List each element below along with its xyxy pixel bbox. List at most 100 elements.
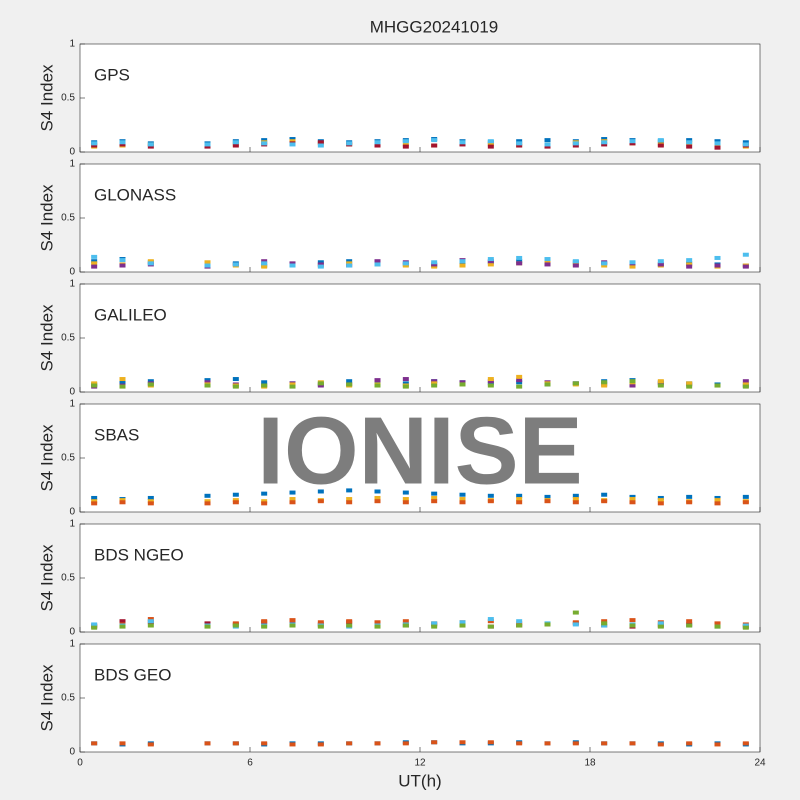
point xyxy=(487,740,494,745)
point xyxy=(289,623,296,628)
point xyxy=(601,492,608,497)
point xyxy=(601,142,608,147)
point xyxy=(147,382,154,387)
point xyxy=(346,261,353,266)
point xyxy=(232,500,239,505)
point xyxy=(204,142,211,147)
point xyxy=(714,139,721,144)
point xyxy=(487,259,494,264)
point xyxy=(261,624,268,629)
point xyxy=(402,741,409,746)
point xyxy=(714,621,721,626)
point xyxy=(459,620,466,625)
point xyxy=(374,378,381,383)
point xyxy=(119,258,126,263)
point xyxy=(204,621,211,626)
panel-label: GLONASS xyxy=(94,185,176,204)
point xyxy=(657,498,664,503)
point xyxy=(572,620,579,625)
point xyxy=(487,624,494,629)
point xyxy=(487,377,494,382)
point xyxy=(714,143,721,148)
point xyxy=(459,497,466,502)
point xyxy=(91,259,98,264)
point xyxy=(232,262,239,267)
point xyxy=(459,140,466,145)
point xyxy=(204,380,211,385)
point xyxy=(487,619,494,624)
point xyxy=(686,264,693,269)
y-tick-label: 0 xyxy=(69,147,75,158)
point xyxy=(346,141,353,146)
point xyxy=(261,491,268,496)
y-axis-label: S4 Index xyxy=(37,424,56,492)
point xyxy=(601,380,608,385)
point xyxy=(544,262,551,267)
y-tick-label: 0.5 xyxy=(61,93,75,104)
y-axis-label: S4 Index xyxy=(37,544,56,612)
point xyxy=(544,260,551,265)
point xyxy=(147,259,154,264)
point xyxy=(289,384,296,389)
point xyxy=(487,499,494,504)
point xyxy=(402,381,409,386)
point xyxy=(147,623,154,628)
x-tick-label: 24 xyxy=(754,758,766,769)
point xyxy=(516,143,523,148)
point xyxy=(91,499,98,504)
point xyxy=(516,380,523,385)
point xyxy=(346,379,353,384)
point xyxy=(232,623,239,628)
point xyxy=(742,252,749,257)
point xyxy=(714,263,721,268)
point xyxy=(657,383,664,388)
point xyxy=(544,622,551,627)
point xyxy=(317,742,324,747)
point xyxy=(431,260,438,265)
point xyxy=(289,139,296,144)
point xyxy=(572,493,579,498)
point xyxy=(261,499,268,504)
point xyxy=(601,261,608,266)
point xyxy=(232,140,239,145)
point xyxy=(629,139,636,144)
point xyxy=(572,263,579,268)
point xyxy=(91,741,98,746)
point xyxy=(91,254,98,259)
point xyxy=(317,260,324,265)
y-tick-label: 0 xyxy=(69,747,75,758)
point xyxy=(91,141,98,146)
point xyxy=(317,620,324,625)
point xyxy=(516,259,523,264)
point xyxy=(742,382,749,387)
point xyxy=(91,264,98,269)
point xyxy=(374,383,381,388)
point xyxy=(204,383,211,388)
point xyxy=(572,622,579,627)
point xyxy=(147,617,154,622)
point xyxy=(431,143,438,148)
point xyxy=(91,383,98,388)
point xyxy=(374,620,381,625)
point xyxy=(657,501,664,506)
point xyxy=(742,264,749,269)
point xyxy=(119,384,126,389)
point xyxy=(516,623,523,628)
point xyxy=(119,624,126,629)
point xyxy=(742,379,749,384)
point xyxy=(431,264,438,269)
point xyxy=(147,499,154,504)
point xyxy=(657,381,664,386)
point xyxy=(289,137,296,142)
point xyxy=(742,494,749,499)
point xyxy=(601,619,608,624)
point xyxy=(431,624,438,629)
point xyxy=(261,138,268,143)
y-tick-label: 0 xyxy=(69,507,75,518)
point xyxy=(317,499,324,504)
point xyxy=(629,264,636,269)
point xyxy=(232,143,239,148)
point xyxy=(459,623,466,628)
point xyxy=(346,259,353,264)
